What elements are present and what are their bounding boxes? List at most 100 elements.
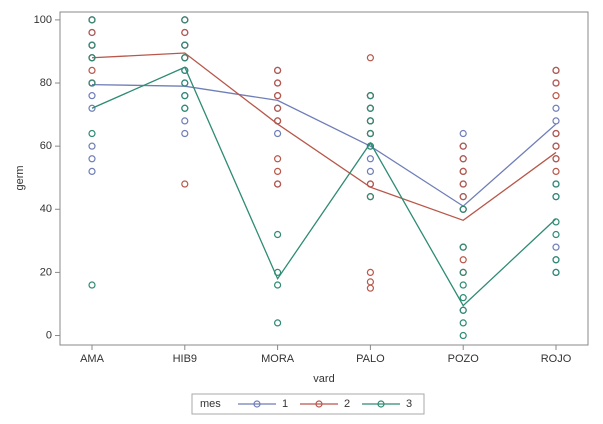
data-point xyxy=(552,167,560,175)
data-point xyxy=(459,281,467,289)
data-point xyxy=(552,104,560,112)
data-point xyxy=(366,54,374,62)
data-point xyxy=(459,331,467,340)
data-point xyxy=(274,104,282,112)
data-point xyxy=(459,319,467,327)
legend-label: 1 xyxy=(282,398,288,410)
data-point xyxy=(552,193,560,201)
data-point xyxy=(552,243,560,251)
data-point xyxy=(552,268,560,277)
data-point xyxy=(88,129,96,138)
data-point xyxy=(366,92,374,100)
data-point xyxy=(88,281,96,289)
data-point xyxy=(88,66,96,74)
x-tick-label: HIB9 xyxy=(173,353,197,365)
data-point xyxy=(552,218,560,226)
legend-box xyxy=(191,393,425,415)
data-point xyxy=(552,79,560,87)
x-tick-label: PALO xyxy=(356,353,385,365)
data-point xyxy=(274,155,282,163)
legend-title: mes xyxy=(200,398,221,410)
plot-frame xyxy=(59,11,589,346)
data-point xyxy=(366,284,374,292)
data-point xyxy=(274,92,282,100)
x-tick-label: ROJO xyxy=(541,353,572,365)
data-point xyxy=(88,16,96,24)
y-axis-label: germ xyxy=(14,165,26,190)
data-point xyxy=(552,256,560,264)
mean-line xyxy=(91,83,557,207)
data-point xyxy=(366,268,374,277)
data-point xyxy=(88,28,96,37)
x-tick-label: POZO xyxy=(448,353,480,365)
data-point xyxy=(274,66,282,74)
data-point xyxy=(459,193,467,201)
data-point xyxy=(552,117,560,125)
data-point xyxy=(181,104,189,112)
y-tick-label: 0 xyxy=(46,329,52,341)
data-point xyxy=(366,167,374,175)
y-tick-label: 80 xyxy=(40,77,52,89)
data-point xyxy=(181,16,189,24)
data-point xyxy=(552,230,560,239)
data-point xyxy=(274,167,282,175)
data-point xyxy=(366,104,374,112)
data-point xyxy=(459,155,467,163)
data-point xyxy=(552,142,560,150)
data-point xyxy=(459,180,467,188)
legend-marker xyxy=(253,400,261,408)
data-point xyxy=(88,79,96,87)
data-point xyxy=(366,278,374,286)
data-point xyxy=(181,180,189,188)
data-point xyxy=(552,155,560,163)
data-point xyxy=(88,41,96,49)
data-point xyxy=(181,54,189,62)
data-point xyxy=(459,306,467,314)
data-point xyxy=(366,193,374,201)
data-point xyxy=(459,256,467,264)
data-point xyxy=(459,142,467,150)
data-point xyxy=(88,54,96,62)
x-tick-label: AMA xyxy=(80,353,105,365)
data-point xyxy=(88,167,96,175)
data-point xyxy=(88,155,96,163)
data-point xyxy=(181,92,189,100)
y-tick-label: 60 xyxy=(40,140,52,152)
data-point xyxy=(459,167,467,175)
data-point xyxy=(552,66,560,74)
data-point xyxy=(366,155,374,163)
data-point xyxy=(181,129,189,138)
data-point xyxy=(459,129,467,138)
legend-marker xyxy=(377,400,385,408)
data-point xyxy=(552,92,560,100)
data-point xyxy=(88,104,96,112)
data-point xyxy=(366,129,374,138)
legend-label: 2 xyxy=(344,398,350,410)
mean-line xyxy=(91,52,557,222)
data-point xyxy=(181,41,189,49)
data-point xyxy=(459,268,467,277)
data-point xyxy=(552,180,560,188)
mean-line xyxy=(91,66,557,307)
x-axis-label: vard xyxy=(313,373,334,385)
data-point xyxy=(88,142,96,150)
data-point xyxy=(274,230,282,239)
data-point xyxy=(274,281,282,289)
data-point xyxy=(274,129,282,138)
data-point xyxy=(459,243,467,251)
legend-marker xyxy=(315,400,323,408)
y-tick-label: 40 xyxy=(40,203,52,215)
data-point xyxy=(552,129,560,138)
data-point xyxy=(181,79,189,87)
y-tick-label: 20 xyxy=(40,266,52,278)
data-point xyxy=(181,28,189,37)
data-point xyxy=(181,117,189,125)
data-point xyxy=(459,294,467,302)
x-tick-label: MORA xyxy=(261,353,295,365)
data-point xyxy=(366,117,374,125)
y-tick-label: 100 xyxy=(34,14,52,26)
data-point xyxy=(459,205,467,213)
data-point xyxy=(88,92,96,100)
